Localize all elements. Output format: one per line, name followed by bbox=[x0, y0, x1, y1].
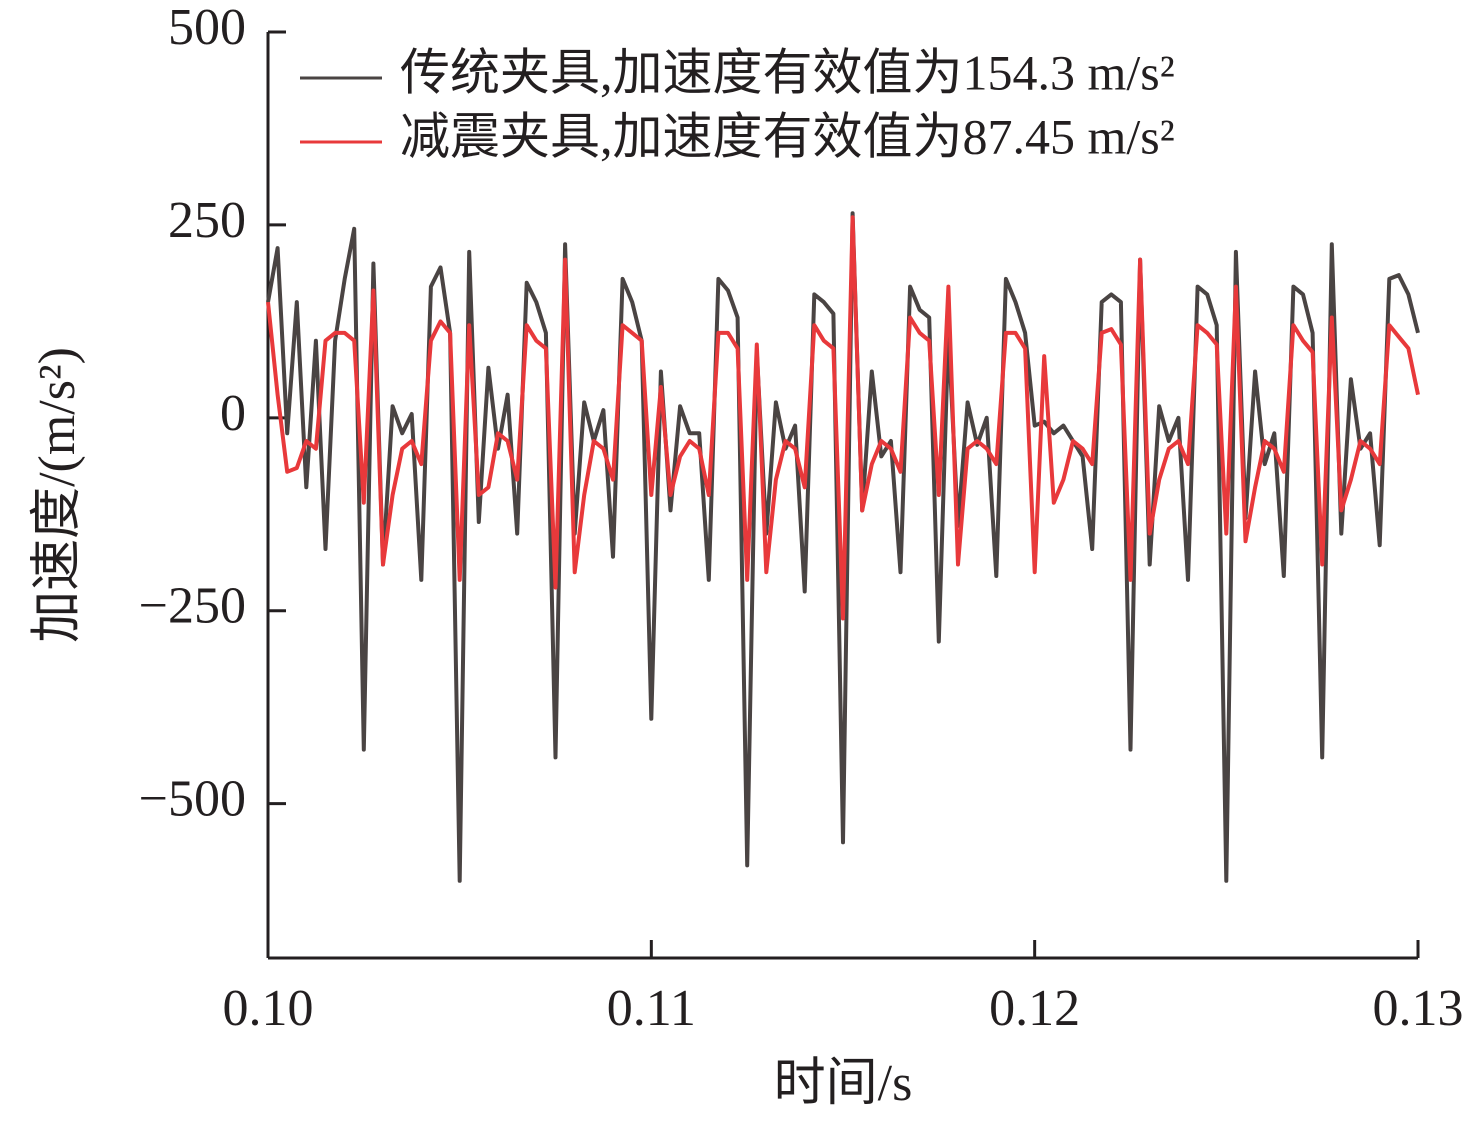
legend-label: 减震夹具,加速度有效值为87.45 m/s² bbox=[400, 108, 1175, 164]
x-tick-label: 0.13 bbox=[1373, 980, 1464, 1037]
data-line bbox=[266, 215, 1420, 621]
y-tick-label: −500 bbox=[139, 771, 246, 828]
x-tick-label: 0.11 bbox=[607, 980, 696, 1037]
x-tick-label: 0.10 bbox=[223, 980, 314, 1037]
legend-label: 传统夹具,加速度有效值为154.3 m/s² bbox=[400, 44, 1175, 100]
y-tick-label: 500 bbox=[168, 0, 246, 56]
y-tick-label: −250 bbox=[139, 578, 246, 635]
y-tick-label: 250 bbox=[168, 192, 246, 249]
x-tick-label: 0.12 bbox=[989, 980, 1080, 1037]
x-axis-label: 时间/s bbox=[774, 1055, 913, 1112]
y-tick-label: 0 bbox=[220, 385, 246, 442]
data-line bbox=[266, 211, 1420, 883]
y-axis-label: 加速度/(m/s²) bbox=[29, 347, 86, 643]
